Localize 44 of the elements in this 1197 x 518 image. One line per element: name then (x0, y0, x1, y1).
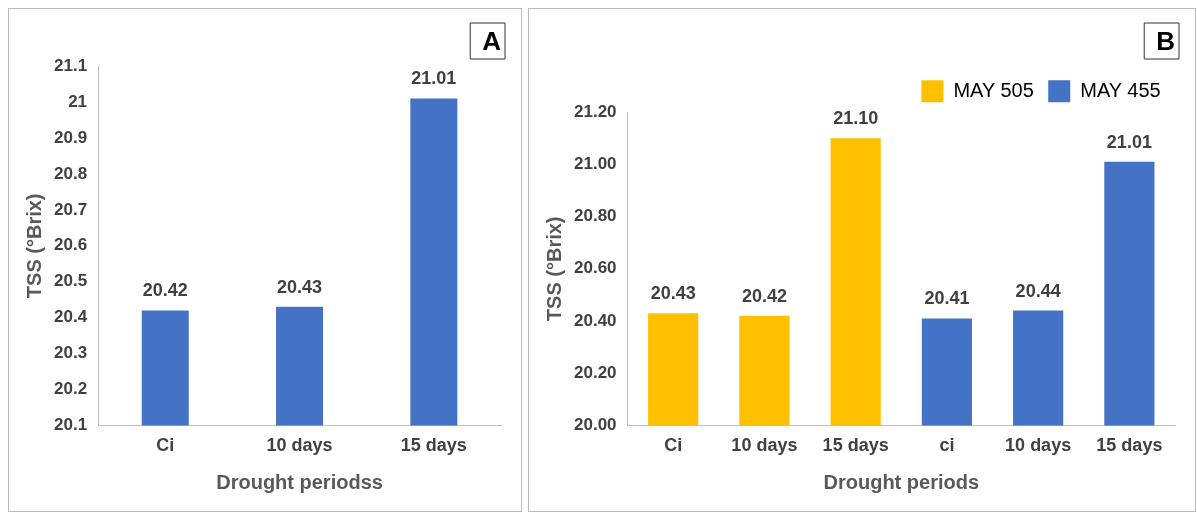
y-tick-label: 20.00 (573, 415, 617, 435)
y-tick-label: 21.00 (573, 154, 617, 174)
x-axis-title: Drought periods (823, 470, 980, 493)
data-label: 21.01 (1106, 131, 1152, 152)
y-tick-label: 20.9 (53, 127, 88, 147)
data-label: 20.41 (924, 288, 970, 309)
y-tick-label: 20.6 (53, 235, 88, 255)
x-tick-label: Ci (664, 435, 683, 456)
y-axis-title: TSS (°Brix) (542, 216, 565, 322)
y-tick-label: 20.20 (573, 362, 617, 382)
y-tick-label: 20.8 (53, 163, 88, 183)
chart-title: A (482, 25, 502, 56)
legend-label: MAY 455 (1080, 78, 1161, 101)
y-tick-label: 20.1 (53, 415, 88, 435)
y-tick-label: 21.20 (573, 101, 617, 121)
x-tick-label: 15 days (400, 435, 467, 456)
data-label: 20.43 (277, 276, 323, 297)
y-tick-label: 20.60 (573, 258, 617, 278)
data-label: 20.42 (142, 280, 188, 301)
x-tick-label: ci (939, 435, 955, 456)
x-tick-label: 15 days (822, 435, 889, 456)
y-tick-label: 20.2 (53, 379, 88, 399)
x-tick-label: 10 days (266, 435, 333, 456)
data-label: 20.44 (1015, 280, 1061, 301)
y-tick-label: 20.80 (573, 206, 617, 226)
y-tick-label: 21 (68, 91, 88, 111)
y-tick-label: 20.4 (53, 307, 88, 327)
y-tick-label: 20.3 (53, 343, 88, 363)
data-label: 20.42 (741, 285, 787, 306)
data-label: 21.01 (411, 68, 457, 89)
y-tick-label: 20.40 (573, 310, 617, 330)
x-tick-label: 10 days (731, 435, 798, 456)
y-tick-label: 21.1 (53, 55, 88, 75)
x-tick-label: 10 days (1005, 435, 1072, 456)
x-axis-title: Drought periodss (216, 470, 383, 493)
x-tick-label: 15 days (1096, 435, 1163, 456)
data-label: 21.10 (833, 108, 879, 129)
data-label: 20.43 (650, 283, 696, 304)
y-axis-title: TSS (°Brix) (22, 193, 45, 299)
legend-label: MAY 505 (953, 78, 1034, 101)
y-tick-label: 20.7 (53, 199, 88, 219)
x-tick-label: Ci (156, 435, 175, 456)
chart-title: B (1156, 25, 1175, 56)
y-tick-label: 20.5 (53, 271, 88, 291)
